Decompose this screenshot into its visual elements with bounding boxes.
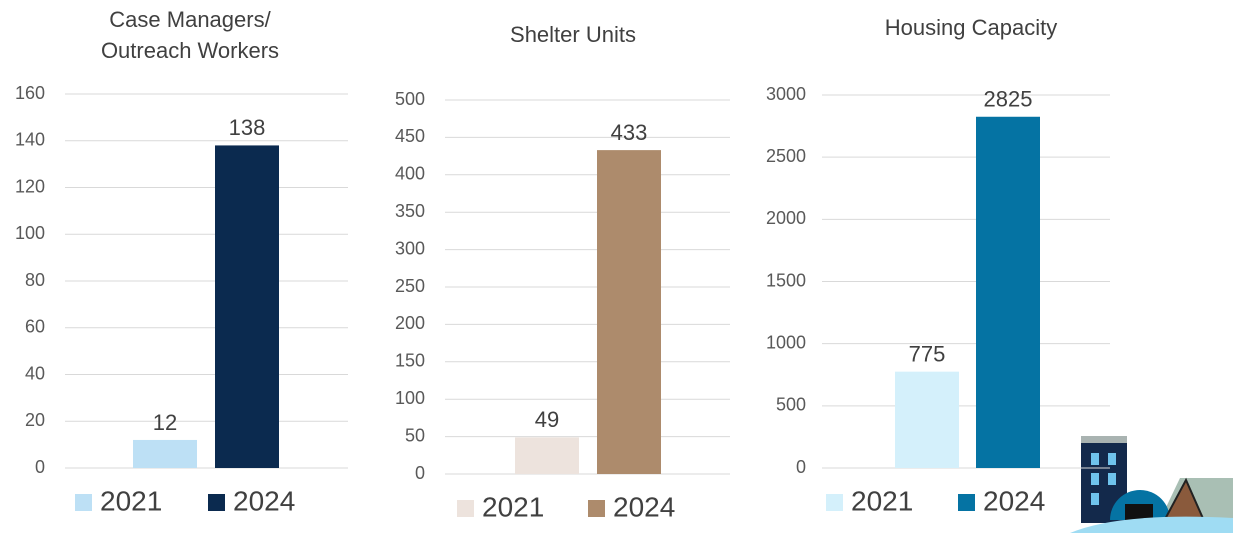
y-tick-label: 3000 [766,84,806,104]
bar [976,117,1040,468]
y-tick-label: 20 [25,410,45,430]
y-tick-label: 80 [25,270,45,290]
legend-swatch [826,494,843,511]
value-label: 2825 [984,87,1033,112]
y-tick-label: 350 [395,201,425,221]
window [1108,473,1116,485]
bar [895,372,959,468]
value-label: 49 [535,407,559,432]
y-tick-label: 40 [25,363,45,383]
window [1091,453,1099,465]
y-tick-label: 500 [776,395,806,415]
legend-label: 2024 [613,491,675,522]
legend-swatch [208,494,225,511]
roof [1081,436,1127,444]
window [1108,453,1116,465]
window [1091,473,1099,485]
y-tick-label: 150 [395,351,425,371]
legend-label: 2021 [851,485,913,516]
page: 0 20 40 60 80 100 120 140 160 12 2021 138 2024 0 50 100… [0,0,1233,533]
charts: 0 20 40 60 80 100 120 140 160 12 2021 138 2024 0 50 100… [0,0,1233,533]
y-tick-label: 120 [15,176,45,196]
y-tick-label: 60 [25,317,45,337]
y-tick-label: 200 [395,313,425,333]
value-label: 138 [229,115,266,140]
y-tick-label: 140 [15,130,45,150]
y-tick-label: 300 [395,238,425,258]
bar [515,437,579,474]
chart-title: Shelter Units [453,19,693,50]
legend-swatch [75,494,92,511]
value-label: 775 [909,341,946,366]
bar [215,145,279,468]
y-tick-label: 100 [395,388,425,408]
chart-title: Housing Capacity [851,12,1091,43]
legend-label: 2021 [100,485,162,516]
y-tick-label: 1000 [766,332,806,352]
y-tick-label: 100 [15,223,45,243]
y-tick-label: 500 [395,89,425,109]
legend-label: 2024 [233,485,295,516]
legend-label: 2024 [983,485,1045,516]
y-tick-label: 400 [395,164,425,184]
legend-swatch [457,500,474,517]
legend-label: 2021 [482,491,544,522]
illustration [1070,436,1233,533]
y-tick-label: 160 [15,83,45,103]
bar [597,150,661,474]
bar [133,440,197,468]
chart-title: Case Managers/ Outreach Workers [70,4,310,66]
y-tick-label: 450 [395,126,425,146]
y-tick-label: 1500 [766,270,806,290]
legend-swatch [588,500,605,517]
y-tick-label: 2000 [766,208,806,228]
y-tick-label: 50 [405,425,425,445]
value-label: 12 [153,410,177,435]
y-tick-label: 0 [35,457,45,477]
y-tick-label: 2500 [766,146,806,166]
y-tick-label: 0 [796,457,806,477]
door [1125,504,1153,520]
y-tick-label: 250 [395,276,425,296]
y-tick-label: 0 [415,463,425,483]
legend-swatch [958,494,975,511]
window [1091,493,1099,505]
value-label: 433 [611,120,648,145]
